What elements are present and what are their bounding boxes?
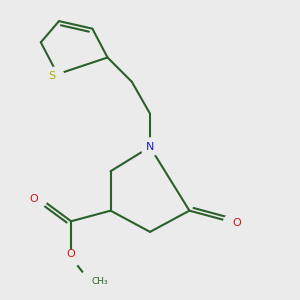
Text: O: O (232, 218, 241, 228)
Circle shape (30, 190, 47, 208)
Text: O: O (67, 249, 76, 259)
Circle shape (80, 269, 104, 294)
Circle shape (224, 214, 240, 231)
Text: S: S (48, 71, 56, 81)
Circle shape (47, 67, 64, 84)
Text: N: N (146, 142, 154, 152)
Circle shape (141, 138, 159, 156)
Circle shape (63, 250, 80, 267)
Text: CH₃: CH₃ (92, 277, 108, 286)
Text: O: O (30, 194, 38, 204)
